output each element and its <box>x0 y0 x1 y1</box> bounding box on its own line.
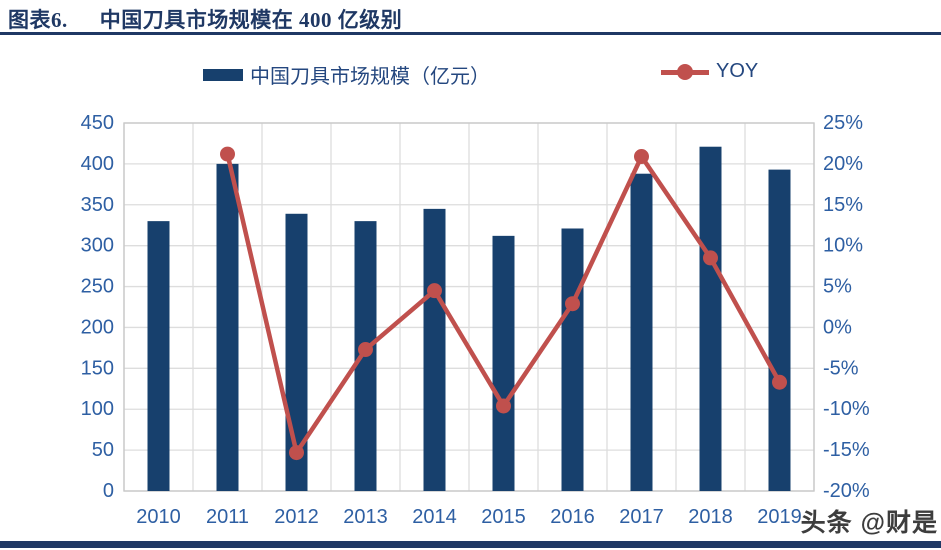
bar-2017 <box>630 173 653 492</box>
right-axis-tick: -15% <box>823 439 870 461</box>
bar-2015 <box>492 235 515 491</box>
left-axis-tick: 150 <box>81 357 114 379</box>
right-axis-tick: 20% <box>823 153 863 175</box>
line-marker-swatch-icon <box>661 63 709 80</box>
x-axis-tick: 2012 <box>274 506 319 528</box>
watermark: 头条 @财是 <box>800 509 938 537</box>
yoy-marker-2015 <box>496 398 511 414</box>
title-divider <box>0 32 941 35</box>
yoy-marker-2019 <box>772 374 787 390</box>
plot-border <box>123 122 815 492</box>
bar-swatch-icon <box>203 68 243 81</box>
footer-accent-bar <box>0 541 941 548</box>
chart-title: 图表6. 中国刀具市场规模在 400 亿级别 <box>8 4 402 34</box>
page-title: 中国刀具市场规模在 400 亿级别 <box>99 8 403 32</box>
right-axis-tick: -20% <box>823 480 870 502</box>
legend-item-market-size: 中国刀具市场规模（亿元） <box>203 60 490 89</box>
legend-item-yoy: YOY <box>661 60 758 83</box>
left-axis-tick: 250 <box>81 276 114 298</box>
legend-line-label: YOY <box>716 60 759 82</box>
x-axis-tick: 2011 <box>206 506 249 528</box>
right-axis-tick: 25% <box>823 112 863 134</box>
yoy-marker-2013 <box>358 342 373 358</box>
left-axis-tick: 300 <box>81 235 114 257</box>
left-axis-tick: 350 <box>81 194 114 216</box>
yoy-marker-2012 <box>289 445 304 461</box>
right-axis-tick: 15% <box>823 194 863 216</box>
bar-2010 <box>147 221 170 491</box>
bar-2019 <box>768 169 791 491</box>
x-axis-tick: 2013 <box>343 506 388 528</box>
x-axis-tick: 2015 <box>481 506 526 528</box>
left-axis-tick: 50 <box>92 439 114 461</box>
bar-2014 <box>423 208 446 491</box>
x-axis-tick: 2019 <box>757 506 802 528</box>
bar-2011 <box>216 163 239 491</box>
left-axis-tick: 400 <box>81 153 114 175</box>
right-axis-tick: -10% <box>823 398 870 420</box>
yoy-marker-2016 <box>565 296 580 312</box>
x-axis-tick: 2014 <box>412 506 457 528</box>
chart-number-label: 图表6. <box>8 8 68 32</box>
left-axis-tick: 200 <box>81 316 114 338</box>
legend-bar-label: 中国刀具市场规模（亿元） <box>250 66 490 88</box>
left-axis-tick: 100 <box>81 398 114 420</box>
right-axis-tick: 5% <box>823 276 852 298</box>
left-axis-tick: 0 <box>103 480 114 502</box>
yoy-marker-2018 <box>703 250 718 266</box>
left-axis-tick: 450 <box>81 112 114 134</box>
yoy-marker-2011 <box>220 146 235 162</box>
x-axis-tick: 2017 <box>619 506 664 528</box>
bar-2016 <box>561 228 584 491</box>
right-axis-tick: -5% <box>823 357 859 379</box>
x-axis-tick: 2016 <box>550 506 595 528</box>
x-axis-tick: 2018 <box>688 506 733 528</box>
yoy-marker-2017 <box>634 149 649 165</box>
right-axis-tick: 10% <box>823 235 863 257</box>
x-axis-tick: 2010 <box>136 506 181 528</box>
right-axis-tick: 0% <box>823 316 852 338</box>
bar-2018 <box>699 146 722 491</box>
yoy-marker-2014 <box>427 283 442 299</box>
